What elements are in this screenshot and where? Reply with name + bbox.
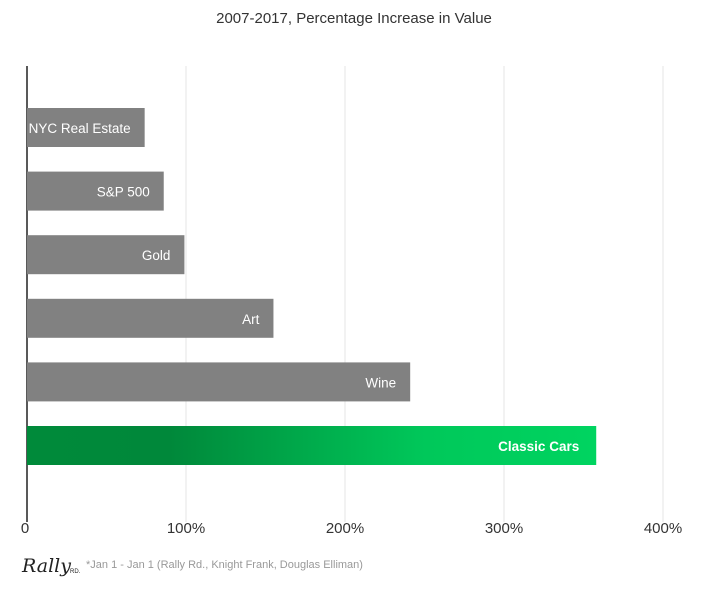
bar-classic-cars (27, 426, 597, 465)
x-tick-label: 200% (326, 520, 364, 537)
footnote: *Jan 1 - Jan 1 (Rally Rd., Knight Frank,… (86, 559, 363, 571)
x-tick-label: 300% (485, 520, 523, 537)
x-tick-label: 0 (21, 520, 29, 537)
bar-gold (27, 235, 185, 275)
bar-s-p-500 (27, 171, 164, 211)
svg-text:Rally: Rally (21, 555, 71, 577)
bar-label: NYC Real Estate (29, 121, 131, 136)
bar-label: Art (242, 312, 260, 327)
svg-text:RD.: RD. (70, 569, 81, 575)
bar-label: Classic Cars (498, 439, 579, 454)
x-tick-label: 400% (644, 520, 682, 537)
rally-logo: Rally RD. (21, 555, 81, 577)
bar-wine (27, 362, 411, 402)
bar-nyc-real-estate (27, 108, 145, 147)
bar-label: S&P 500 (97, 185, 150, 200)
bar-art (27, 298, 274, 338)
chart-title: 2007-2017, Percentage Increase in Value (216, 10, 492, 27)
x-tick-label: 100% (167, 520, 205, 537)
bar-label: Wine (365, 375, 396, 390)
bar-label: Gold (142, 248, 171, 263)
